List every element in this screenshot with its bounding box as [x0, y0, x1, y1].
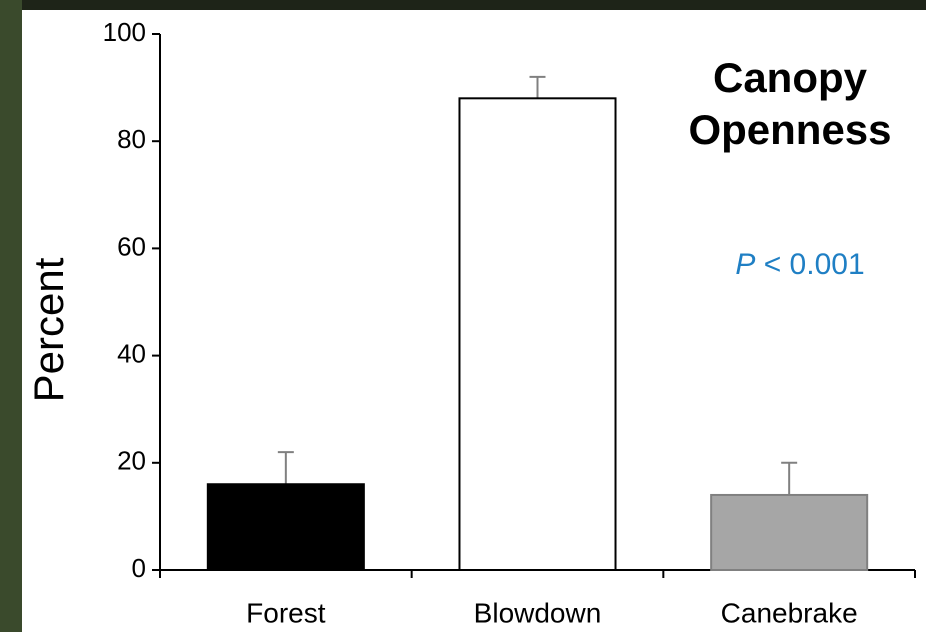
annotation-symbol: P: [735, 248, 756, 281]
y-axis-label: Percent: [25, 257, 72, 402]
bar: [710, 493, 869, 571]
chart-title: Canopy Openness: [688, 54, 892, 153]
x-tick-label: Canebrake: [721, 597, 858, 628]
bar: [206, 483, 365, 571]
y-tick-label: 20: [117, 446, 146, 476]
x-tick-label: Forest: [246, 597, 326, 628]
y-tick-label: 100: [103, 17, 146, 47]
x-tick-label: Blowdown: [474, 597, 602, 628]
background-strip: [0, 0, 926, 10]
background-strip: [0, 0, 22, 632]
y-tick-label: 0: [132, 553, 146, 583]
annotation-text: < 0.001: [763, 248, 865, 281]
y-tick-label: 60: [117, 231, 146, 261]
y-tick-label: 40: [117, 338, 146, 368]
y-tick-label: 80: [117, 124, 146, 154]
bar: [458, 97, 617, 571]
annotation: P < 0.001: [700, 248, 900, 282]
